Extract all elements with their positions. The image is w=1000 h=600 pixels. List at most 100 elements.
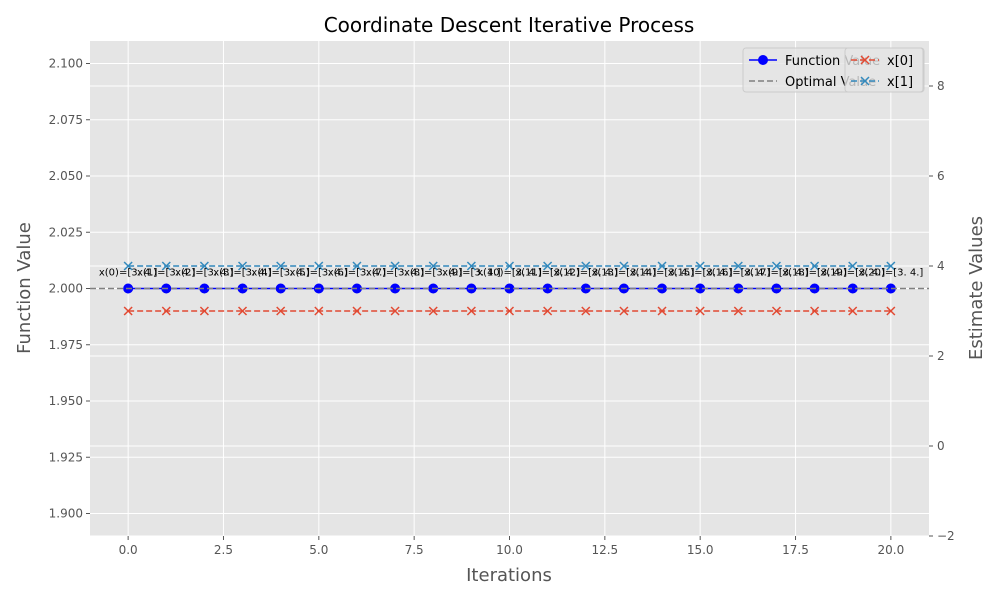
- data-point: [771, 306, 781, 316]
- data-point: [733, 306, 743, 316]
- data-point: [352, 306, 362, 316]
- point-annotation: x(14)=[3. 4.]: [630, 268, 695, 279]
- x-axis-ticks: 0.0 2.5 5.0 7.5 10.0 12.5 15.0 17.5 20.0: [119, 536, 905, 557]
- point-annotation: x(4)=[3. 4.]: [251, 268, 310, 279]
- data-point-stroke: [733, 306, 743, 316]
- data-point: [314, 306, 324, 316]
- data-point-stroke: [314, 306, 324, 316]
- point-annotation: x(5)=[3. 4.]: [290, 268, 349, 279]
- data-point: [504, 261, 515, 271]
- y-right-tick-label: 0: [937, 439, 945, 453]
- data-point-stroke: [886, 261, 896, 271]
- data-point-stroke: [314, 261, 324, 271]
- y-tick-label: 1.950: [49, 394, 83, 408]
- data-point: [771, 261, 781, 271]
- x-tick-label: 20.0: [878, 543, 905, 557]
- y-right-tick-label: 6: [937, 169, 945, 183]
- x-tick-label: 2.5: [214, 543, 233, 557]
- data-point: [314, 261, 324, 271]
- data-point-stroke: [238, 261, 248, 271]
- data-point: [466, 306, 476, 316]
- point-annotation: x(0)=[3. 4.]: [99, 268, 158, 279]
- y-tick-label: 2.100: [49, 57, 83, 71]
- data-point: [695, 306, 705, 316]
- y-tick-label: 1.900: [49, 507, 83, 521]
- data-point: [428, 261, 438, 271]
- data-point-stroke: [733, 261, 743, 271]
- data-point-stroke: [352, 261, 362, 271]
- data-point: [810, 306, 820, 316]
- data-point: [619, 261, 629, 271]
- data-point-stroke: [695, 261, 705, 271]
- data-point-stroke: [352, 306, 362, 316]
- x-tick-label: 10.0: [496, 543, 523, 557]
- data-point: [619, 306, 629, 316]
- y-right-axis-ticks: −2 0 2 4 6 8: [929, 79, 955, 543]
- data-point-stroke: [543, 306, 553, 316]
- data-point-stroke: [771, 261, 781, 271]
- data-point-stroke: [848, 306, 858, 316]
- point-annotation: x(12)=[3. 4.]: [553, 268, 618, 279]
- x-axis-label: Iterations: [466, 565, 552, 586]
- data-point-stroke: [543, 261, 553, 271]
- data-point-stroke: [619, 261, 629, 271]
- y-axis-label: Function Value: [14, 222, 35, 354]
- data-point: [428, 306, 438, 316]
- data-point: [123, 261, 133, 271]
- data-point: [123, 306, 133, 316]
- data-point: [860, 55, 870, 65]
- data-point-stroke: [504, 306, 515, 316]
- data-point-stroke: [504, 261, 515, 271]
- point-annotation: x(2)=[3. 4.]: [175, 268, 234, 279]
- point-annotation: x(10)=[3. 4.]: [477, 268, 542, 279]
- data-point-stroke: [466, 261, 476, 271]
- data-point: [543, 261, 553, 271]
- data-point-stroke: [123, 261, 133, 271]
- data-point: [199, 261, 209, 271]
- y-right-axis-label: Estimate Values: [966, 216, 987, 360]
- data-point-stroke: [619, 306, 629, 316]
- point-annotation: x(3)=[3. 4.]: [213, 268, 272, 279]
- series-x-1: [123, 261, 896, 271]
- data-point: [238, 261, 248, 271]
- point-annotation: x(20)=[3. 4.]: [858, 268, 923, 279]
- data-point-stroke: [199, 306, 209, 316]
- data-point: [733, 261, 743, 271]
- y-tick-label: 2.000: [49, 282, 83, 296]
- y-tick-label: 2.050: [49, 169, 83, 183]
- data-point: [581, 261, 591, 271]
- point-annotation: x(6)=[3. 4.]: [328, 268, 387, 279]
- y-tick-label: 1.925: [49, 450, 83, 464]
- x-tick-label: 0.0: [119, 543, 138, 557]
- data-point: [276, 306, 286, 316]
- data-point-stroke: [581, 261, 591, 271]
- legend-label: x[1]: [887, 75, 913, 90]
- point-annotation: x(9)=[3. 4.]: [442, 268, 501, 279]
- data-point: [543, 306, 553, 316]
- y-tick-label: 1.975: [49, 338, 83, 352]
- point-annotation: x(17)=[3. 4.]: [744, 268, 809, 279]
- data-point: [276, 261, 286, 271]
- annotations: x(0)=[3. 4.]x(1)=[3. 4.]x(2)=[3. 4.]x(3)…: [99, 268, 924, 279]
- data-point-stroke: [276, 261, 286, 271]
- series-layer: [90, 261, 929, 316]
- data-point-stroke: [860, 55, 870, 65]
- data-point-stroke: [771, 306, 781, 316]
- y-right-tick-label: 4: [937, 259, 945, 273]
- data-point: [238, 306, 248, 316]
- data-point-stroke: [657, 306, 667, 316]
- legend-label: x[0]: [887, 54, 913, 69]
- data-point-stroke: [161, 261, 171, 271]
- y-right-tick-label: 8: [937, 79, 945, 93]
- data-point-stroke: [428, 306, 438, 316]
- data-point-stroke: [810, 306, 820, 316]
- data-point: [848, 306, 858, 316]
- data-point-stroke: [581, 306, 591, 316]
- data-point-stroke: [390, 261, 400, 271]
- y-axis-ticks: 1.900 1.925 1.950 1.975 2.000 2.025 2.050 2.075…: [49, 57, 90, 521]
- data-point-stroke: [123, 306, 133, 316]
- point-annotation: x(15)=[3. 4.]: [668, 268, 733, 279]
- y-right-tick-label: 2: [937, 349, 945, 363]
- x-tick-label: 15.0: [687, 543, 714, 557]
